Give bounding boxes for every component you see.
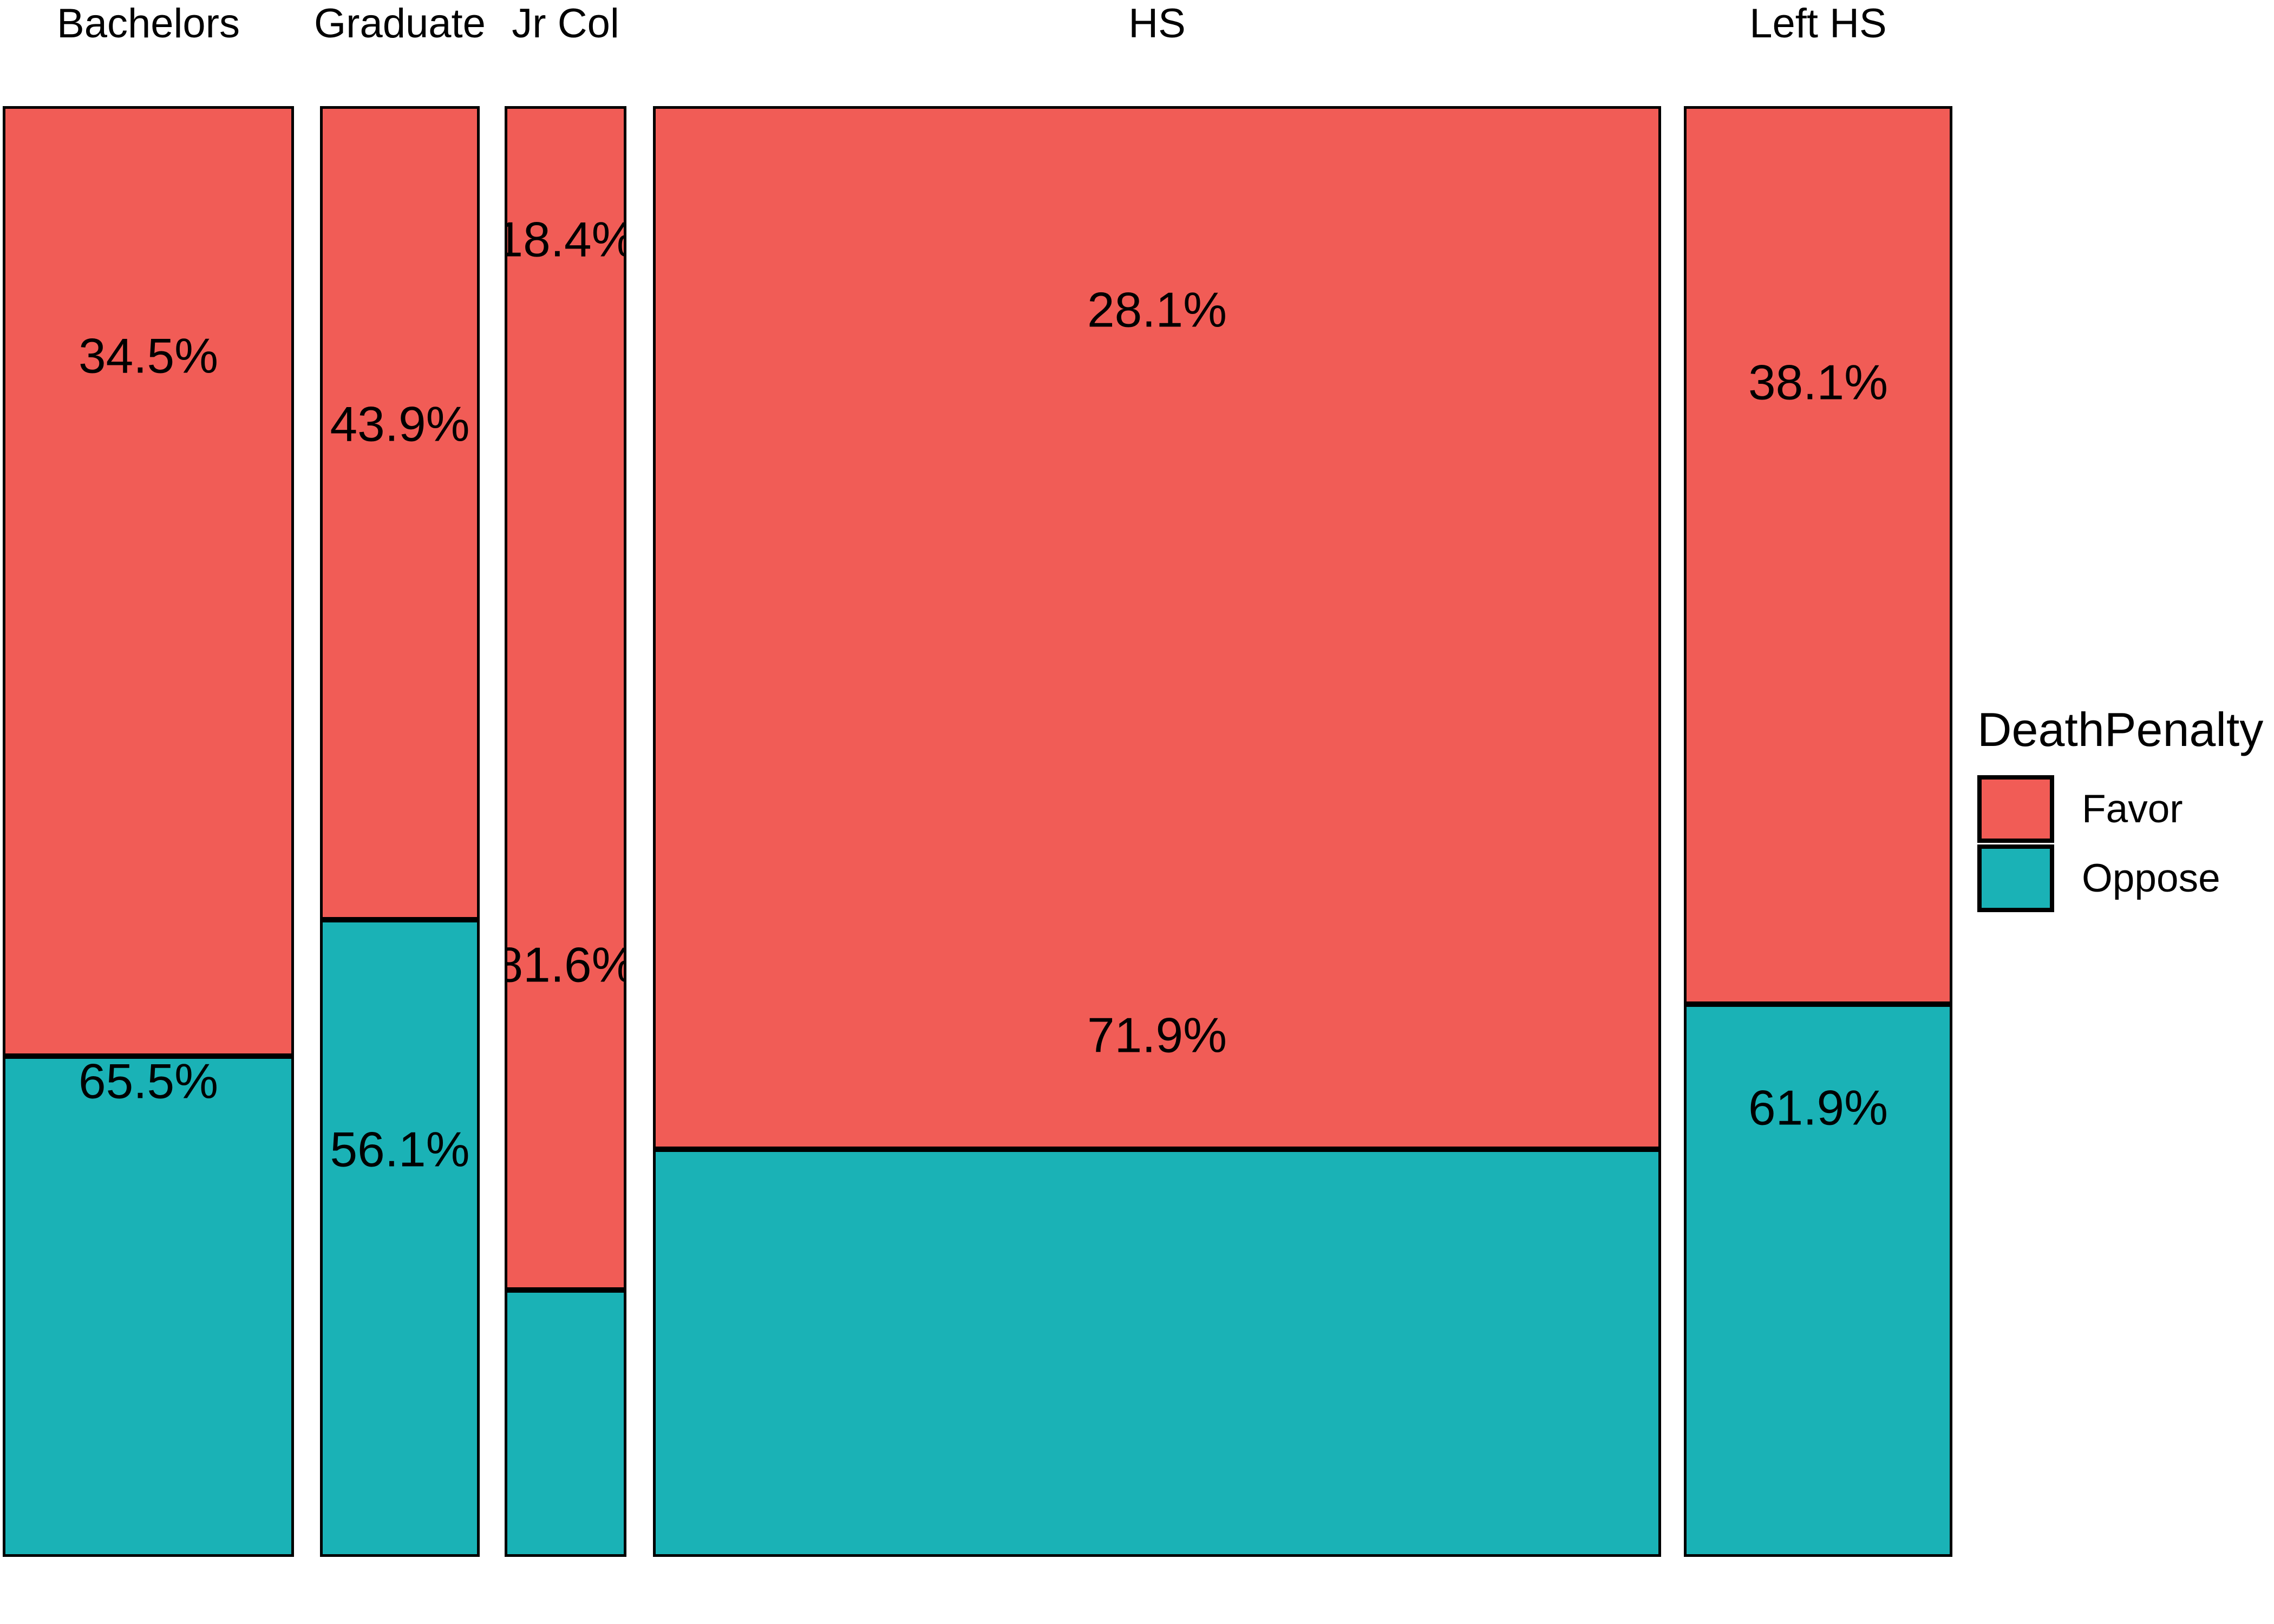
segment-label: 28.1% (1087, 283, 1227, 338)
legend-item-oppose: Oppose (1977, 844, 2263, 912)
category-label-left-hs: Left HS (1749, 1, 1887, 47)
legend-item-favor: Favor (1977, 775, 2263, 843)
segment-label: 81.6% (505, 938, 626, 993)
favor-segment (3, 106, 294, 1057)
category-label-graduate: Graduate (314, 1, 486, 47)
mosaic-column-jr-col: 18.4% 81.6% (505, 106, 626, 1557)
favor-segment (1684, 106, 1952, 1004)
legend-label-favor: Favor (2082, 787, 2183, 831)
oppose-segment (3, 1056, 294, 1557)
mosaic-column-hs: 28.1% 71.9% (653, 106, 1661, 1557)
segment-label: 56.1% (330, 1122, 470, 1177)
segment-label: 61.9% (1748, 1081, 1889, 1136)
oppose-segment (1684, 1004, 1952, 1557)
oppose-segment (505, 1289, 626, 1557)
segment-label: 18.4% (505, 212, 626, 267)
mosaic-column-left-hs: 38.1% 61.9% (1684, 106, 1952, 1557)
favor-segment (653, 106, 1661, 1149)
segment-label: 38.1% (1748, 355, 1889, 410)
mosaic-column-graduate: 43.9% 56.1% (320, 106, 480, 1557)
favor-segment (505, 106, 626, 1290)
category-label-hs: HS (1128, 1, 1186, 47)
legend-swatch-oppose (1977, 844, 2054, 912)
legend-title: DeathPenalty (1977, 703, 2264, 756)
category-label-jr-col: Jr Col (512, 1, 619, 47)
legend-label-oppose: Oppose (2082, 856, 2220, 900)
mosaic-column-bachelors: 34.5% 65.5% (3, 106, 294, 1557)
oppose-segment (320, 920, 480, 1557)
segment-label: 43.9% (330, 397, 470, 452)
segment-label: 65.5% (78, 1054, 219, 1109)
legend: DeathPenalty Favor Oppose (1977, 706, 2263, 914)
segment-label: 71.9% (1087, 1008, 1227, 1063)
legend-swatch-favor (1977, 775, 2054, 843)
oppose-segment (653, 1149, 1661, 1557)
segment-label: 34.5% (78, 329, 219, 384)
favor-segment (320, 106, 480, 920)
category-label-bachelors: Bachelors (57, 1, 240, 47)
